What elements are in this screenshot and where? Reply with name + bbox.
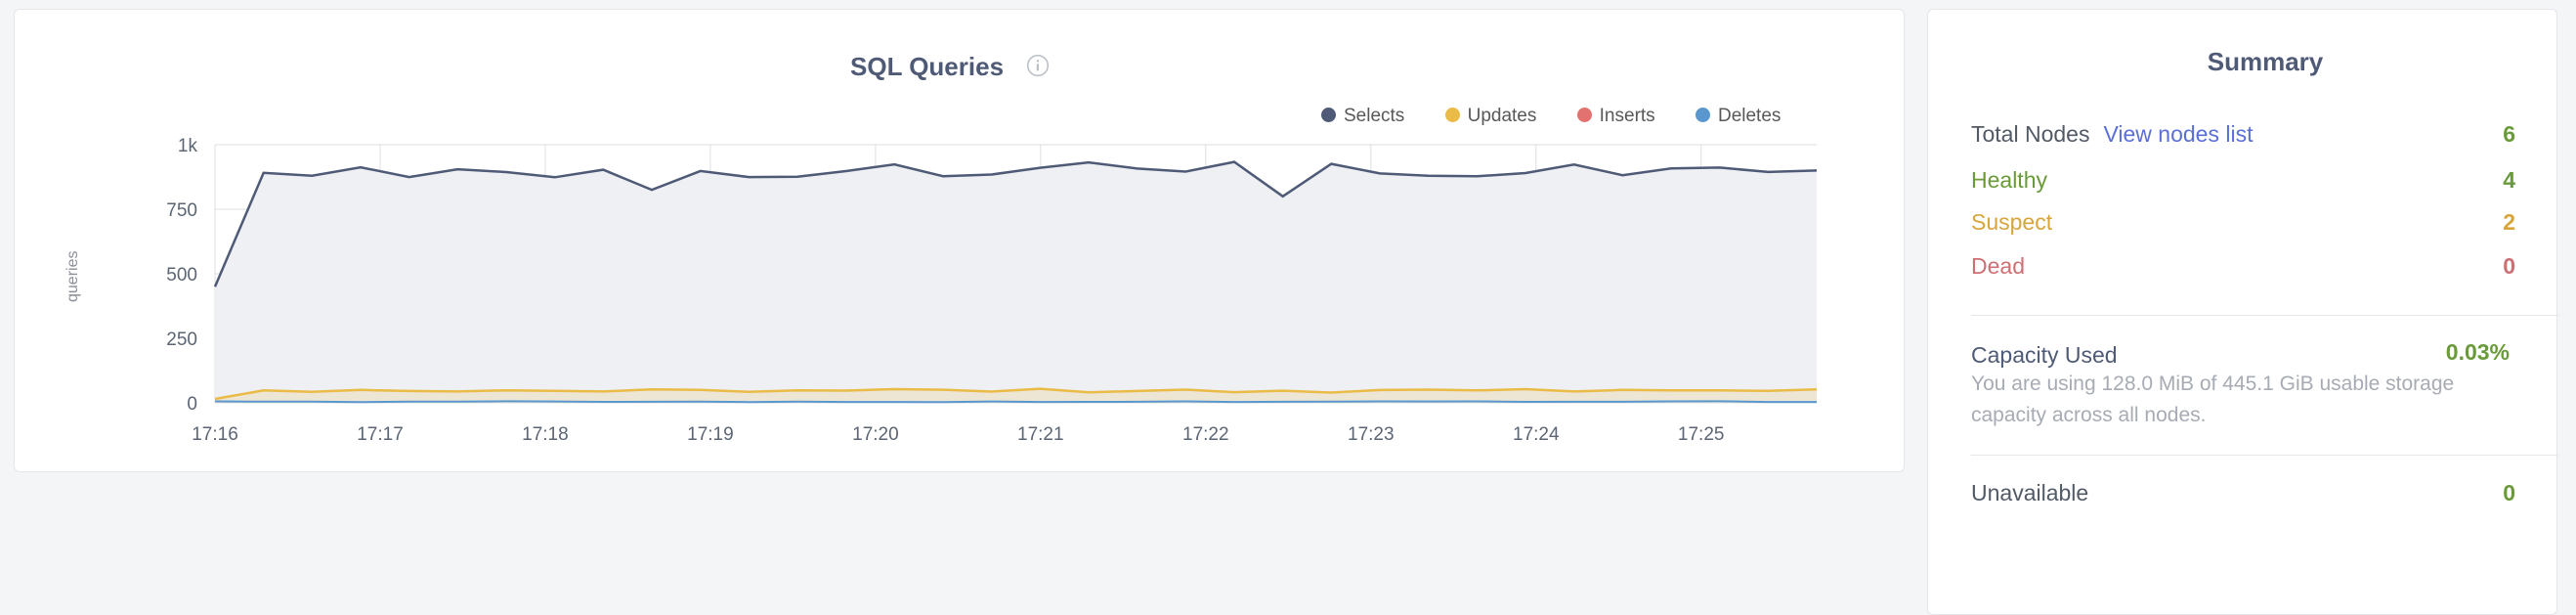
svg-text:750: 750 xyxy=(166,200,197,221)
svg-text:17:20: 17:20 xyxy=(852,424,899,445)
svg-text:500: 500 xyxy=(166,265,197,286)
svg-text:0: 0 xyxy=(187,394,197,415)
svg-text:17:25: 17:25 xyxy=(1678,424,1725,445)
svg-text:17:21: 17:21 xyxy=(1017,424,1064,445)
svg-text:17:16: 17:16 xyxy=(192,424,238,445)
svg-text:17:18: 17:18 xyxy=(522,424,569,445)
svg-text:250: 250 xyxy=(166,329,197,350)
svg-text:17:22: 17:22 xyxy=(1182,424,1229,445)
svg-text:17:17: 17:17 xyxy=(357,424,404,445)
svg-text:1k: 1k xyxy=(178,136,198,156)
svg-text:17:24: 17:24 xyxy=(1513,424,1560,445)
svg-text:17:23: 17:23 xyxy=(1348,424,1395,445)
svg-text:17:19: 17:19 xyxy=(687,424,734,445)
